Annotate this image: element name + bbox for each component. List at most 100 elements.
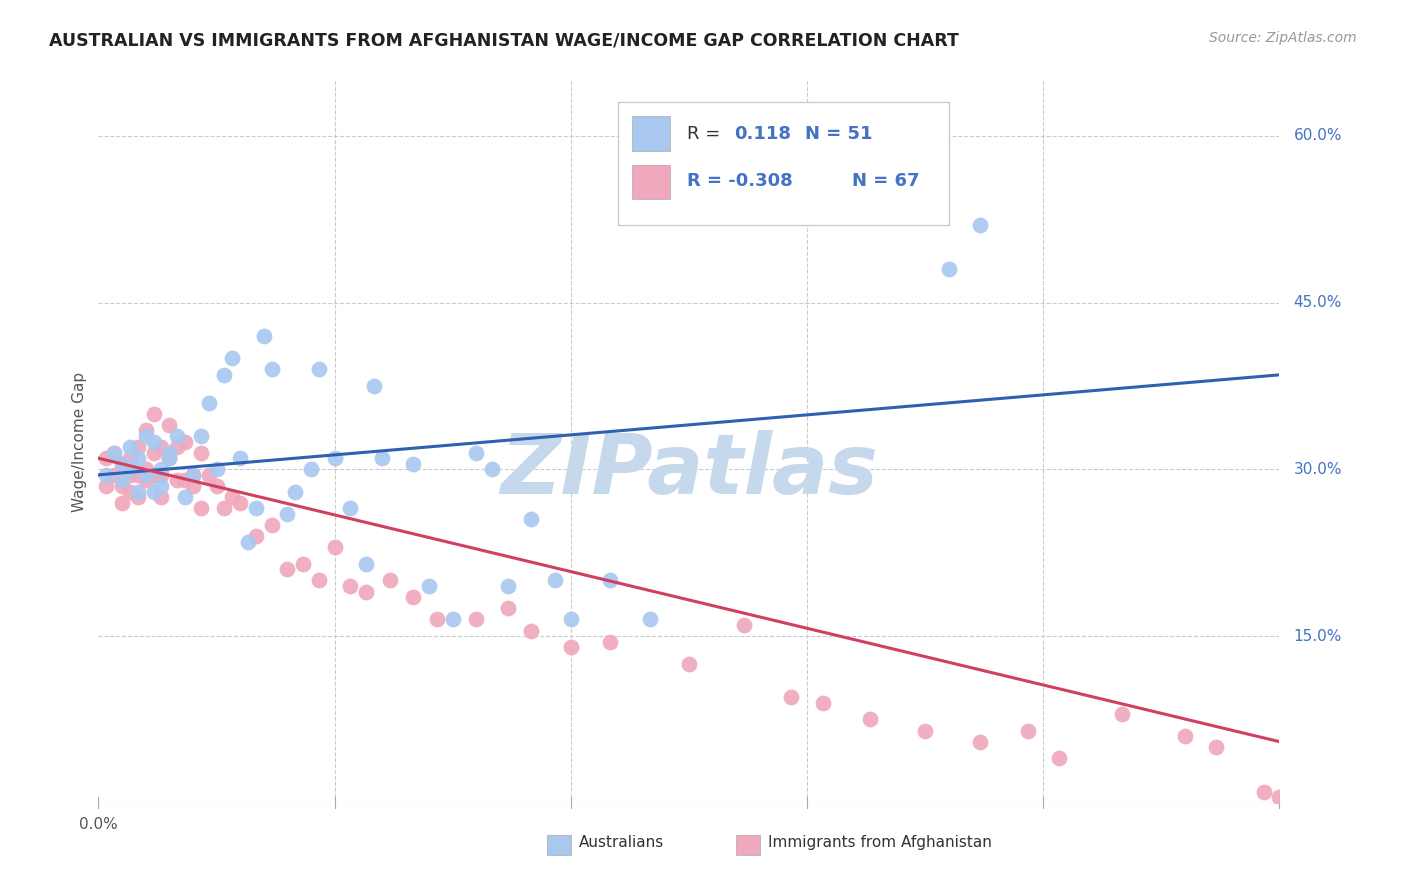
Point <box>354 584 377 599</box>
Point <box>96 451 118 466</box>
Point <box>150 440 173 454</box>
Point <box>418 579 440 593</box>
Point <box>496 601 519 615</box>
Point <box>174 434 197 449</box>
Point <box>197 395 219 409</box>
Point <box>308 362 330 376</box>
Point <box>323 540 346 554</box>
Point <box>157 445 180 459</box>
Point <box>103 445 125 459</box>
Point <box>520 512 543 526</box>
Point <box>96 479 118 493</box>
Point <box>371 451 394 466</box>
Point <box>339 579 361 593</box>
Point <box>221 490 243 504</box>
Point <box>157 451 180 466</box>
Point <box>253 329 276 343</box>
Point <box>441 612 464 626</box>
FancyBboxPatch shape <box>737 835 759 855</box>
Point <box>197 467 219 482</box>
Point <box>638 612 661 626</box>
Point <box>157 417 180 432</box>
Point <box>599 634 621 648</box>
Text: R =: R = <box>686 125 720 143</box>
Point <box>190 501 212 516</box>
Point <box>260 362 283 376</box>
Point <box>127 440 149 454</box>
Point <box>229 451 252 466</box>
Point <box>142 484 165 499</box>
Point <box>135 462 157 476</box>
Point <box>181 479 204 493</box>
Point <box>465 612 488 626</box>
Point <box>299 462 322 476</box>
Point <box>284 484 307 499</box>
Point <box>181 467 204 482</box>
Text: 60.0%: 60.0% <box>1294 128 1343 144</box>
Text: 0.0%: 0.0% <box>79 817 118 832</box>
Point <box>166 440 188 454</box>
Point <box>354 557 377 571</box>
Text: AUSTRALIAN VS IMMIGRANTS FROM AFGHANISTAN WAGE/INCOME GAP CORRELATION CHART: AUSTRALIAN VS IMMIGRANTS FROM AFGHANISTA… <box>49 31 959 49</box>
Point <box>323 451 346 466</box>
Point <box>859 713 882 727</box>
Point <box>276 562 298 576</box>
Point <box>205 462 228 476</box>
Text: Immigrants from Afghanistan: Immigrants from Afghanistan <box>768 835 993 850</box>
Point <box>181 467 204 482</box>
Text: N = 67: N = 67 <box>852 172 920 190</box>
Point <box>914 723 936 738</box>
Point <box>111 457 134 471</box>
FancyBboxPatch shape <box>547 835 571 855</box>
Point <box>190 445 212 459</box>
Point <box>118 440 141 454</box>
Point <box>150 479 173 493</box>
Point <box>678 657 700 671</box>
Point <box>599 574 621 588</box>
Point <box>733 618 755 632</box>
Point <box>426 612 449 626</box>
Point <box>560 640 582 655</box>
Text: 15.0%: 15.0% <box>1294 629 1341 643</box>
Point <box>520 624 543 638</box>
Point <box>1017 723 1039 738</box>
Point <box>135 474 157 488</box>
Point <box>142 445 165 459</box>
Point <box>1268 790 1291 805</box>
Point <box>111 496 134 510</box>
Point <box>969 218 991 232</box>
Point <box>339 501 361 516</box>
Point <box>465 445 488 459</box>
Point <box>402 457 425 471</box>
Point <box>236 534 259 549</box>
Point <box>190 429 212 443</box>
Text: Source: ZipAtlas.com: Source: ZipAtlas.com <box>1209 31 1357 45</box>
Point <box>127 451 149 466</box>
Point <box>260 517 283 532</box>
Text: Australians: Australians <box>579 835 665 850</box>
Point <box>308 574 330 588</box>
FancyBboxPatch shape <box>633 117 671 151</box>
Point <box>150 490 173 504</box>
Text: ZIPatlas: ZIPatlas <box>501 430 877 511</box>
Point <box>135 429 157 443</box>
Text: N = 51: N = 51 <box>804 125 872 143</box>
Point <box>150 467 173 482</box>
Text: R = -0.308: R = -0.308 <box>686 172 793 190</box>
Point <box>1111 706 1133 721</box>
Point <box>118 484 141 499</box>
Point <box>142 434 165 449</box>
Point <box>229 496 252 510</box>
Point <box>245 501 267 516</box>
Point <box>118 467 141 482</box>
Point <box>969 734 991 748</box>
Point <box>402 590 425 604</box>
Point <box>214 368 236 382</box>
Text: 45.0%: 45.0% <box>1294 295 1341 310</box>
FancyBboxPatch shape <box>633 165 671 200</box>
Point <box>127 490 149 504</box>
Point <box>496 579 519 593</box>
Point <box>276 507 298 521</box>
Point <box>205 479 228 493</box>
Point <box>292 557 315 571</box>
